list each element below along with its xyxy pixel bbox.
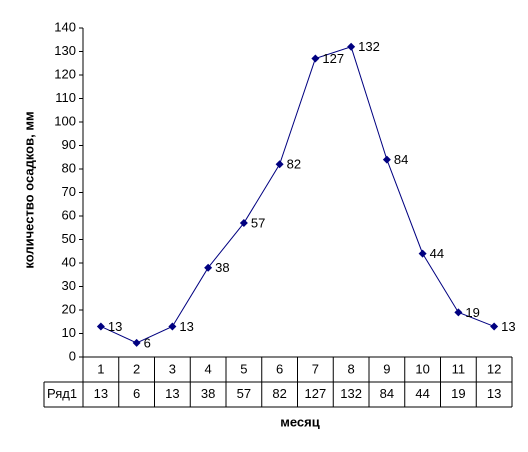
x-axis-title: месяц xyxy=(280,414,319,429)
x-tick-label: 10 xyxy=(415,361,429,376)
y-tick-label: 70 xyxy=(62,184,76,199)
y-tick-label: 130 xyxy=(54,43,76,58)
x-tick-label: 1 xyxy=(97,361,104,376)
point-marker xyxy=(204,263,213,272)
y-axis-title: количество осадков, мм xyxy=(21,111,36,268)
x-tick-label: 12 xyxy=(487,361,501,376)
x-tick-label: 7 xyxy=(312,361,319,376)
y-tick-label: 80 xyxy=(62,160,76,175)
table-value: 57 xyxy=(237,386,251,401)
point-marker xyxy=(239,219,248,228)
data-label: 44 xyxy=(430,246,444,261)
data-label: 127 xyxy=(322,51,344,66)
table-value: 19 xyxy=(451,386,465,401)
data-label: 132 xyxy=(358,39,380,54)
data-label: 84 xyxy=(394,152,408,167)
table-value: 84 xyxy=(380,386,394,401)
data-label: 19 xyxy=(465,305,479,320)
x-tick-label: 4 xyxy=(205,361,212,376)
y-tick-label: 40 xyxy=(62,254,76,269)
table-value: 13 xyxy=(94,386,108,401)
table-value: 82 xyxy=(272,386,286,401)
table-value: 44 xyxy=(415,386,429,401)
data-label: 82 xyxy=(287,157,301,172)
data-label: 13 xyxy=(501,319,515,334)
x-tick-label: 6 xyxy=(276,361,283,376)
x-tick-label: 3 xyxy=(169,361,176,376)
x-tick-label: 11 xyxy=(452,361,466,376)
point-marker xyxy=(347,42,356,51)
x-tick-label: 8 xyxy=(348,361,355,376)
series-line xyxy=(100,46,495,344)
y-tick-label: 140 xyxy=(54,19,76,34)
point-marker xyxy=(382,155,391,164)
point-marker xyxy=(275,160,284,169)
data-label: 6 xyxy=(144,335,151,350)
point-marker xyxy=(490,322,499,331)
data-label: 13 xyxy=(108,319,122,334)
x-tick-label: 9 xyxy=(383,361,390,376)
x-tick-label: 2 xyxy=(133,361,140,376)
y-tick-label: 50 xyxy=(62,231,76,246)
point-marker xyxy=(168,322,177,331)
data-label: 38 xyxy=(215,260,229,275)
y-tick-label: 10 xyxy=(62,325,76,340)
y-tick-label: 120 xyxy=(54,66,76,81)
point-marker xyxy=(96,322,105,331)
y-tick-label: 30 xyxy=(62,278,76,293)
y-tick-label: 0 xyxy=(69,348,76,363)
point-marker xyxy=(132,338,141,347)
y-tick-label: 90 xyxy=(62,137,76,152)
point-marker xyxy=(454,308,463,317)
table-value: 13 xyxy=(165,386,179,401)
x-tick-label: 5 xyxy=(240,361,247,376)
table-value: 132 xyxy=(340,386,362,401)
table-value: 13 xyxy=(487,386,501,401)
table-value: 38 xyxy=(201,386,215,401)
y-tick-label: 60 xyxy=(62,207,76,222)
table-value: 127 xyxy=(305,386,327,401)
y-tick-label: 20 xyxy=(62,301,76,316)
y-tick-label: 100 xyxy=(54,113,76,128)
point-marker xyxy=(418,249,427,258)
table-series-name: Ряд1 xyxy=(47,386,77,401)
table-value: 6 xyxy=(133,386,140,401)
point-marker xyxy=(311,54,320,63)
data-label: 13 xyxy=(179,319,193,334)
data-label: 57 xyxy=(251,215,265,230)
y-tick-label: 110 xyxy=(55,90,76,105)
